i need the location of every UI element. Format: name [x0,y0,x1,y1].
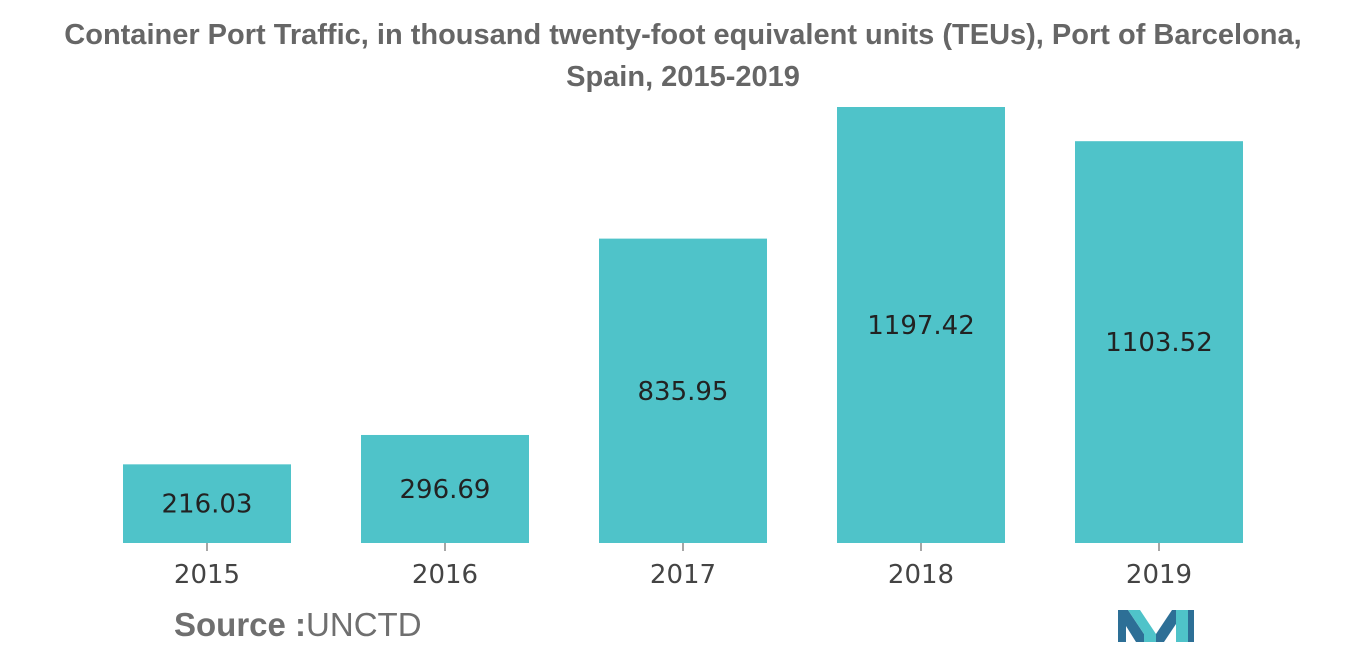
x-tick-label-2017: 2017 [650,560,716,590]
x-tick-label-2015: 2015 [174,560,240,590]
bar-2019 [1075,141,1243,544]
chart-title-line2: Spain, 2015-2019 [566,61,800,93]
source-label: Source : [174,606,307,643]
x-tick-label-2018: 2018 [888,560,954,590]
data-label-2019: 1103.52 [1105,328,1213,358]
bar-2016 [361,434,529,543]
chart-title: Container Port Traffic, in thousand twen… [0,14,1366,98]
source-note: Source :UNCTD [174,606,422,644]
bar-2018 [837,107,1005,543]
bar-2017 [599,238,767,544]
data-label-2015: 216.03 [162,490,253,520]
x-tick-label-2019: 2019 [1126,560,1192,590]
data-label-2018: 1197.42 [867,311,975,341]
chart-title-line1: Container Port Traffic, in thousand twen… [64,19,1302,51]
brand-logo-icon [1118,610,1194,642]
data-label-2016: 296.69 [400,475,491,505]
x-tick-label-2016: 2016 [412,560,478,590]
source-value: UNCTD [306,606,422,643]
data-label-2017: 835.95 [638,377,729,407]
bar-2015 [123,464,291,543]
